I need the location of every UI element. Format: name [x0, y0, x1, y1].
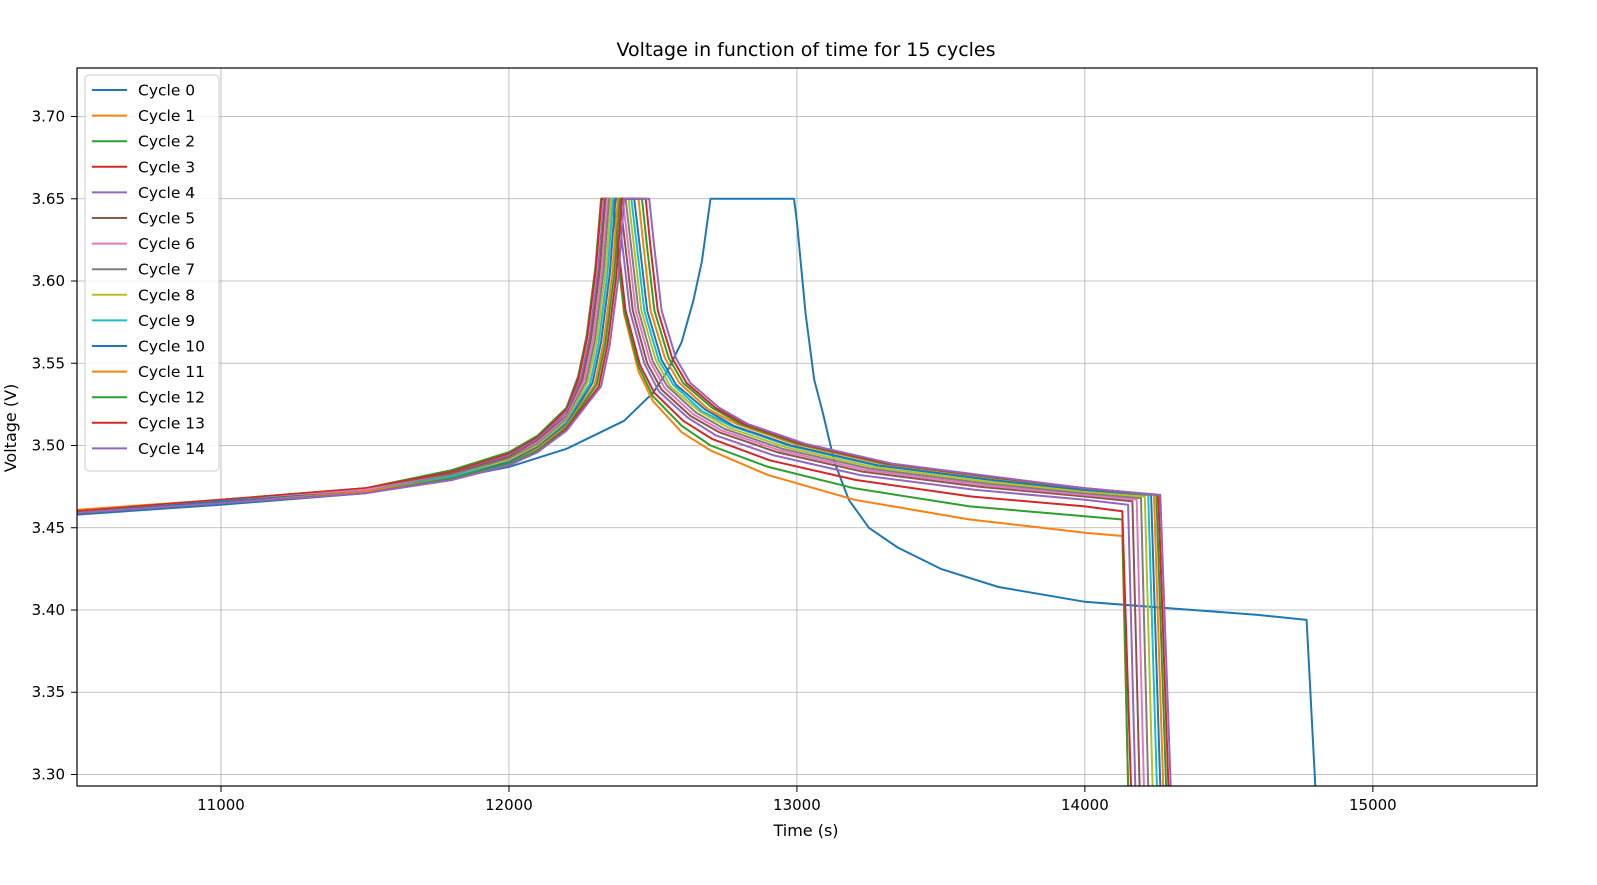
legend-label: Cycle 7 [138, 261, 195, 279]
y-tick-label: 3.35 [32, 683, 65, 701]
y-tick-label: 3.70 [32, 108, 65, 126]
x-tick-label: 14000 [1061, 796, 1109, 814]
x-tick-label: 15000 [1349, 796, 1397, 814]
legend-label: Cycle 6 [138, 235, 195, 253]
legend-label: Cycle 4 [138, 184, 195, 202]
y-tick-label: 3.45 [32, 519, 65, 537]
y-tick-label: 3.65 [32, 190, 65, 208]
legend-label: Cycle 11 [138, 363, 205, 381]
y-tick-label: 3.40 [32, 601, 65, 619]
legend-label: Cycle 8 [138, 286, 195, 304]
legend-label: Cycle 10 [138, 338, 205, 356]
plot-frame [76, 67, 1538, 787]
series-line-cycle-0 [77, 197, 1317, 786]
y-tick-label: 3.55 [32, 354, 65, 372]
x-tick-label: 12000 [485, 796, 533, 814]
y-axis-label: Voltage (V) [1, 384, 20, 473]
y-tick-label: 3.30 [32, 765, 65, 783]
grid [77, 68, 1537, 786]
axis-ticks: 11000 12000 13000 14000 15000 3.30 3.35 3.40 3.4… [32, 108, 1397, 814]
legend-label: Cycle 0 [138, 82, 195, 100]
legend-label: Cycle 1 [138, 107, 195, 125]
series-lines [77, 197, 1317, 786]
legend-label: Cycle 14 [138, 440, 205, 458]
x-tick-label: 11000 [197, 796, 245, 814]
x-tick-label: 13000 [773, 796, 821, 814]
legend-label: Cycle 12 [138, 389, 205, 407]
chart-title: Voltage in function of time for 15 cycle… [616, 39, 995, 61]
legend-label: Cycle 13 [138, 414, 205, 432]
y-tick-label: 3.50 [32, 437, 65, 455]
legend-label: Cycle 2 [138, 133, 195, 151]
series-line-cycle-14 [77, 197, 1172, 786]
legend: Cycle 0 Cycle 1 Cycle 2 Cycle 3 Cycle 4 Cycle… [84, 74, 220, 472]
legend-label: Cycle 5 [138, 210, 195, 228]
legend-label: Cycle 3 [138, 158, 195, 176]
y-tick-label: 3.60 [32, 272, 65, 290]
x-axis-label: Time (s) [772, 821, 838, 840]
legend-label: Cycle 9 [138, 312, 195, 330]
